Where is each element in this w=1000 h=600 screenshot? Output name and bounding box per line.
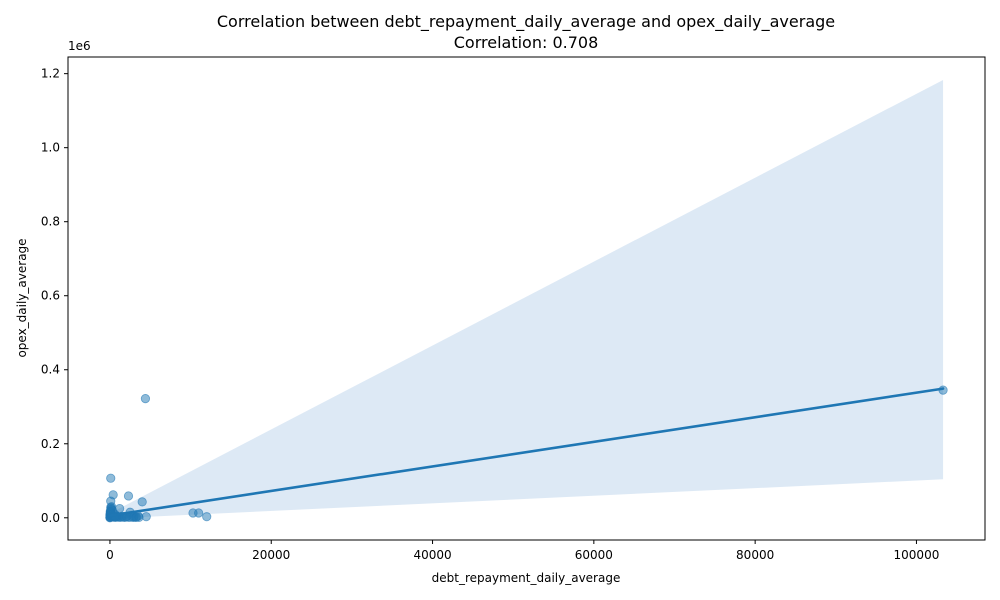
x-tick-label: 80000 [736, 548, 774, 562]
y-tick-label: 0.6 [41, 289, 60, 303]
scatter-point [140, 394, 151, 404]
scatter-point [137, 497, 147, 507]
y-tick-label: 1.2 [41, 67, 60, 81]
scatter-point [123, 491, 134, 501]
confidence-band-layer [109, 79, 944, 519]
plot-frame [67, 56, 986, 541]
x-tick-label: 100000 [894, 548, 940, 562]
x-tick-label: 60000 [575, 548, 613, 562]
scatter-point [106, 473, 116, 483]
chart-title: Correlation between debt_repayment_daily… [217, 12, 835, 32]
y-axis-label: opex_daily_average [15, 238, 29, 357]
y-tick-label: 0.0 [41, 511, 60, 525]
y-axis-offset-label: 1e6 [68, 39, 91, 53]
chart-subtitle: Correlation: 0.708 [454, 33, 599, 52]
y-tick-label: 0.4 [41, 363, 60, 377]
regression-line-layer [108, 387, 945, 517]
confidence-band [109, 79, 944, 519]
x-tick-label: 20000 [252, 548, 290, 562]
x-axis-ticks: 0 20000 40000 60000 80000 100000 [106, 540, 939, 562]
x-tick-label: 0 [106, 548, 114, 562]
y-tick-label: 0.2 [41, 437, 60, 451]
regression-line [108, 387, 945, 517]
x-axis-label: debt_repayment_daily_average [432, 571, 621, 585]
scatter-point [134, 512, 144, 523]
scatter-point [194, 508, 204, 518]
scatter-point [202, 512, 212, 522]
y-axis-ticks: 0.0 0.2 0.4 0.6 0.8 1.0 1.2 [41, 67, 68, 525]
y-tick-label: 0.8 [41, 215, 60, 229]
x-tick-label: 40000 [413, 548, 451, 562]
y-tick-label: 1.0 [41, 141, 60, 155]
